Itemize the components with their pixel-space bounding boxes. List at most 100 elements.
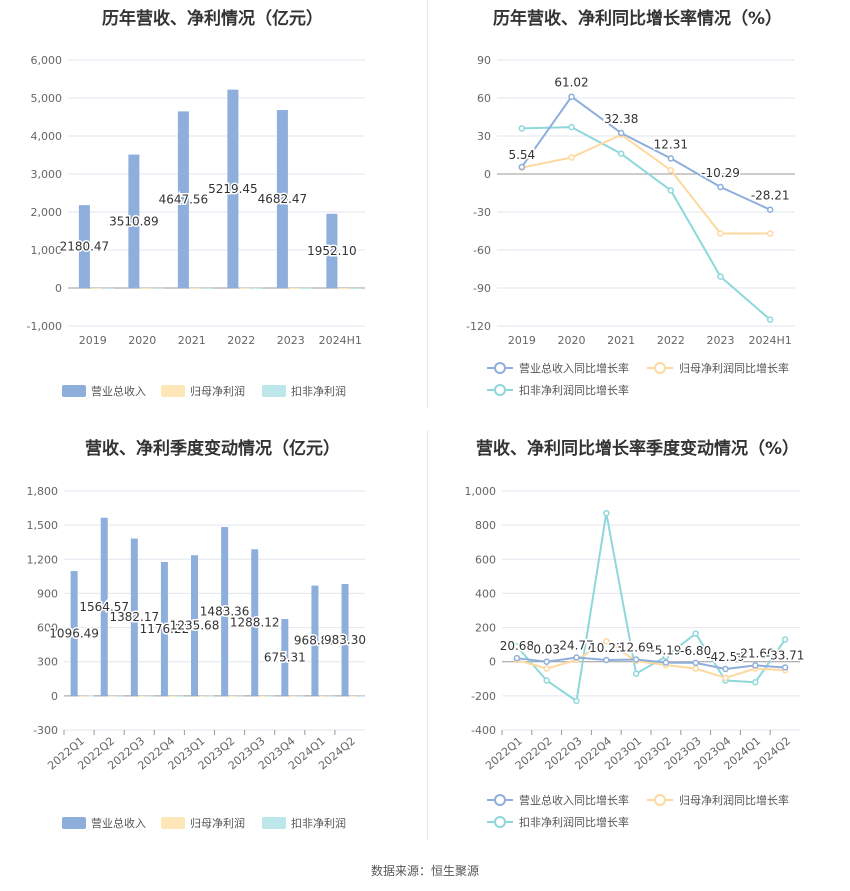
data-label: 0.03	[533, 643, 560, 657]
bar-net-profit	[349, 695, 357, 697]
data-point	[617, 129, 625, 137]
legend-label: 营业总收入	[91, 384, 146, 398]
legend-label: 营业总收入	[91, 816, 146, 830]
data-point	[603, 509, 610, 517]
annual-growth-chart: -120 -90 -60 -30 0 30 60 90 2019 2020 2021 2022 2023…	[466, 54, 795, 397]
legend-swatch	[262, 817, 286, 829]
data-point	[667, 187, 675, 194]
y-tick-label: 0	[484, 168, 491, 181]
data-point	[752, 662, 759, 669]
y-tick-label: 90	[477, 54, 491, 67]
legend-label: 营业总收入同比增长率	[519, 793, 629, 807]
bar-revenue	[191, 555, 199, 696]
bar-deducted-profit	[116, 695, 124, 697]
bar-revenue	[311, 585, 319, 696]
bar-net-profit	[288, 287, 300, 289]
data-point	[717, 273, 724, 280]
data-label: 10.23	[589, 641, 623, 655]
data-label: -42.59	[706, 650, 745, 664]
legend-marker	[494, 362, 506, 374]
x-tick-label: 2023	[277, 334, 305, 347]
bar-net-profit	[138, 695, 146, 697]
bar-net-profit	[168, 695, 176, 697]
data-point	[603, 637, 610, 645]
data-point	[717, 183, 724, 191]
y-tick-label: 900	[37, 587, 58, 600]
y-tick-label: 600	[37, 622, 58, 635]
data-point	[543, 665, 550, 672]
data-label: 1235.68	[170, 619, 220, 633]
data-point	[717, 230, 724, 237]
bar-net-profit	[108, 695, 116, 697]
bar-net-profit	[289, 695, 297, 697]
data-point	[513, 643, 521, 650]
legend-label: 归母净利润	[190, 816, 245, 830]
data-point	[752, 678, 759, 686]
data-point	[692, 630, 699, 637]
bar-revenue	[177, 111, 189, 288]
bar-deducted-profit	[251, 287, 263, 289]
legend-label: 归母净利润同比增长率	[679, 793, 789, 807]
data-point	[513, 654, 521, 662]
bar-deducted-profit	[207, 695, 215, 697]
y-tick-label: 6,000	[31, 54, 63, 67]
bar-net-profit	[239, 287, 251, 289]
legend-label: 归母净利润	[190, 384, 245, 398]
series-line-revenue-growth	[521, 95, 771, 211]
legend-marker	[494, 816, 506, 828]
y-tick-label: -120	[466, 320, 491, 333]
data-label: -5.19	[650, 644, 681, 658]
x-tick-label: 2022	[657, 334, 685, 347]
bar-revenue	[276, 110, 288, 289]
y-tick-label: 4,000	[31, 130, 63, 143]
data-point	[692, 665, 699, 672]
y-tick-label: -60	[473, 244, 491, 257]
x-tick-label: 2020	[128, 334, 156, 347]
legend-swatch	[62, 385, 86, 397]
series-line-deducted-profit-growth	[516, 513, 786, 703]
bar-net-profit	[90, 287, 102, 289]
data-label: 1564.57	[79, 600, 129, 614]
bar-deducted-profit	[350, 287, 362, 289]
data-point	[518, 125, 526, 132]
data-label: 1952.10	[307, 244, 357, 258]
data-point	[603, 656, 610, 664]
data-point	[692, 659, 699, 667]
bar-deducted-profit	[237, 695, 245, 697]
legend-swatch	[62, 817, 86, 829]
bar-revenue	[281, 619, 289, 696]
data-label: 12.69	[619, 641, 653, 655]
annual-bar-panel: 历年营收、净利情况（亿元） -1,000 0 1,000 2,000 3,000 4,00…	[0, 0, 425, 420]
data-label: -33.71	[766, 648, 805, 662]
data-label: 1483.36	[200, 604, 250, 618]
data-point	[766, 230, 774, 237]
bar-deducted-profit	[327, 695, 335, 697]
x-tick-label: 2024H1	[319, 334, 362, 347]
legend-label: 归母净利润同比增长率	[679, 361, 789, 375]
data-label: 2180.47	[60, 240, 110, 254]
legend-label: 营业总收入同比增长率	[519, 361, 629, 375]
x-tick-label: 2023	[707, 334, 735, 347]
y-tick-label: 2,000	[31, 206, 63, 219]
legend-label: 扣非净利润	[291, 384, 346, 398]
annual-growth-panel: 历年营收、净利同比增长率情况（%） -120 -90 -60 -30 0 30 60 90 20…	[425, 0, 850, 420]
y-tick-label: 30	[477, 130, 491, 143]
y-tick-label: -90	[473, 282, 491, 295]
data-label: 968.80	[294, 634, 336, 648]
legend-swatch	[262, 385, 286, 397]
y-tick-label: 5,000	[31, 92, 63, 105]
chart-title: 营收、净利季度变动情况（亿元）	[85, 439, 340, 459]
series-line-net-profit-growth	[516, 640, 786, 679]
quarterly-growth-panel: 营收、净利同比增长率季度变动情况（%） -400 -200 0 200 400 600 80…	[425, 430, 850, 850]
legend-marker	[494, 794, 506, 806]
data-point	[667, 166, 675, 174]
y-tick-label: -1,000	[27, 320, 62, 333]
data-point	[722, 665, 729, 673]
bar-deducted-profit	[86, 695, 94, 697]
bar-revenue	[128, 154, 140, 288]
data-point	[766, 206, 774, 213]
data-label: 4647.56	[159, 193, 209, 207]
data-label: 61.02	[554, 76, 588, 90]
y-tick-label: -300	[33, 724, 58, 737]
quarterly-growth-chart: -400-20002004006008001,0002022Q12022Q220…	[465, 485, 806, 829]
